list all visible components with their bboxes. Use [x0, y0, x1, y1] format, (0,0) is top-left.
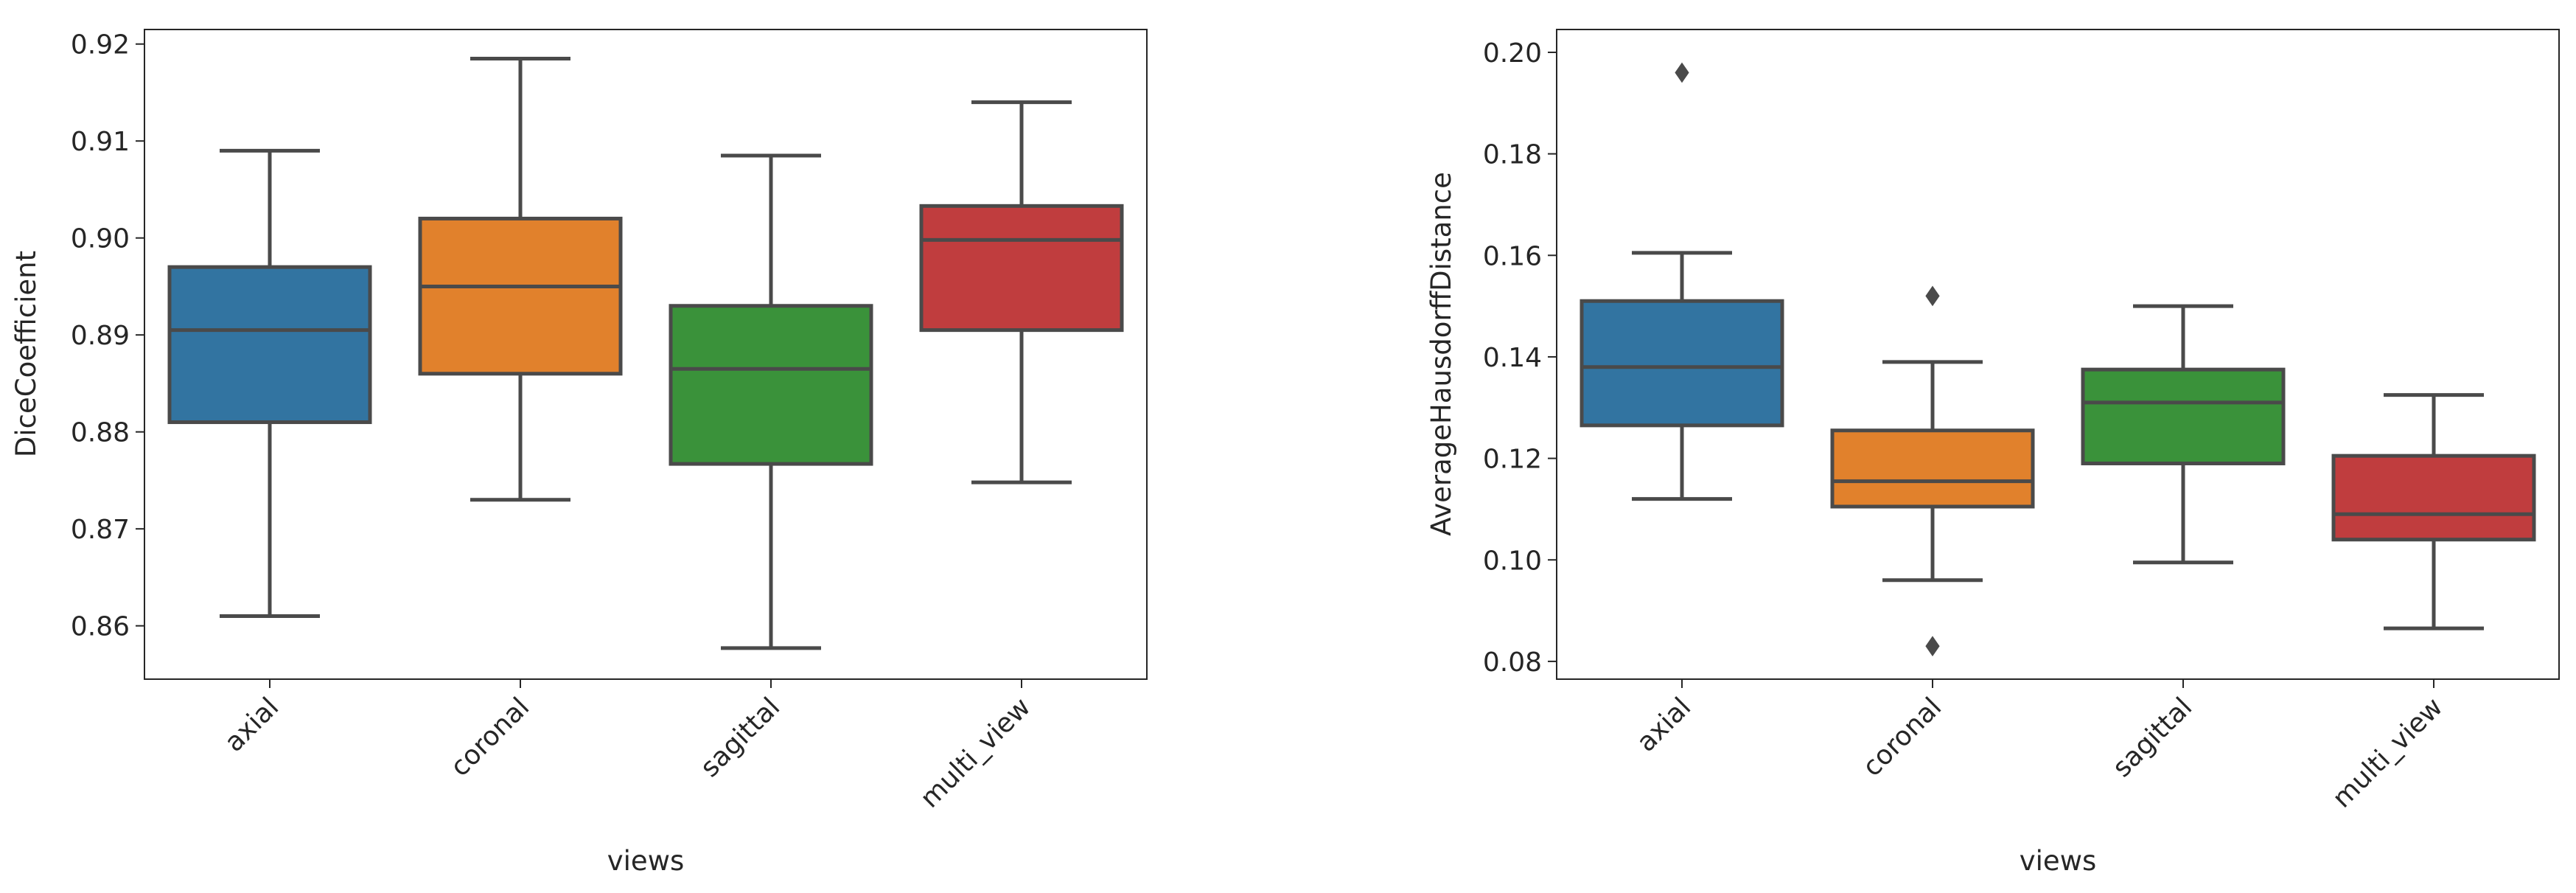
dice-box-multi-view	[919, 100, 1124, 484]
hausdorff-iqr-box	[1830, 428, 2035, 509]
hausdorff-plot-frame	[1556, 29, 2560, 680]
hausdorff-x-ticks: axial coronal sagittal multi_view	[1631, 679, 2448, 814]
hausdorff-outlier-point	[1925, 636, 1940, 657]
dice-iqr-box	[167, 265, 372, 425]
hausdorff-y-tick-label: 0.14	[1483, 343, 1542, 373]
hausdorff-y-tick-label: 0.08	[1483, 647, 1542, 678]
hausdorff-box-coronal	[1830, 285, 2035, 657]
dice-chart: 0.86 0.87 0.88 0.89 0.90 0.91 0.92 axial…	[10, 29, 1148, 877]
dice-x-tick-label: axial	[219, 692, 285, 757]
hausdorff-y-tick-label: 0.12	[1483, 445, 1542, 475]
dice-y-tick-label: 0.91	[71, 127, 130, 157]
hausdorff-y-tick-label: 0.16	[1483, 241, 1542, 271]
hausdorff-y-tick-label: 0.18	[1483, 140, 1542, 170]
dice-iqr-box	[418, 216, 623, 376]
dice-x-ticks: axial coronal sagittal multi_view	[219, 679, 1036, 814]
hausdorff-box-multi-view	[2331, 393, 2536, 630]
hausdorff-x-axis-label: views	[2020, 845, 2096, 877]
dice-y-tick-label: 0.89	[71, 321, 130, 351]
dice-y-axis-label: DiceCoefficient	[10, 251, 42, 457]
hausdorff-x-tick-label: coronal	[1857, 692, 1948, 782]
dice-iqr-box	[919, 204, 1124, 333]
hausdorff-x-tick-label: multi_view	[2327, 692, 2448, 813]
dice-y-tick-label: 0.88	[71, 418, 130, 448]
hausdorff-box-axial	[1580, 62, 1784, 501]
hausdorff-chart: 0.08 0.10 0.12 0.14 0.16 0.18 0.20 axial…	[1425, 29, 2560, 877]
dice-boxes	[167, 56, 1124, 650]
hausdorff-y-tick-label: 0.20	[1483, 38, 1542, 69]
hausdorff-iqr-box	[2081, 367, 2286, 465]
hausdorff-x-tick-label: axial	[1631, 692, 1697, 757]
hausdorff-y-axis-label: AverageHausdorffDistance	[1425, 172, 1457, 536]
dice-plot-frame	[144, 29, 1148, 680]
dice-x-axis-label: views	[607, 845, 684, 877]
hausdorff-outlier-point	[1675, 62, 1689, 83]
hausdorff-x-tick-label: sagittal	[2107, 692, 2199, 783]
dice-box-coronal	[418, 56, 623, 502]
hausdorff-outlier-point	[1925, 285, 1940, 307]
hausdorff-y-tick-label: 0.10	[1483, 546, 1542, 576]
hausdorff-boxes	[1580, 62, 2536, 657]
hausdorff-iqr-box	[2331, 454, 2536, 542]
hausdorff-iqr-box	[1580, 299, 1784, 428]
dice-x-tick-label: sagittal	[695, 692, 786, 783]
hausdorff-box-sagittal	[2081, 304, 2286, 565]
hausdorff-y-ticks: 0.08 0.10 0.12 0.14 0.16 0.18 0.20	[1483, 38, 1557, 678]
dice-y-tick-label: 0.92	[71, 30, 130, 60]
dice-iqr-box	[669, 304, 873, 466]
dice-y-tick-label: 0.87	[71, 515, 130, 545]
dice-y-tick-label: 0.86	[71, 612, 130, 642]
dice-x-tick-label: coronal	[445, 692, 536, 782]
dice-box-axial	[167, 148, 372, 619]
dice-y-tick-label: 0.90	[71, 224, 130, 254]
dice-x-tick-label: multi_view	[915, 692, 1036, 813]
dice-y-ticks: 0.86 0.87 0.88 0.89 0.90 0.91 0.92	[71, 30, 144, 642]
dice-box-sagittal	[669, 153, 873, 650]
